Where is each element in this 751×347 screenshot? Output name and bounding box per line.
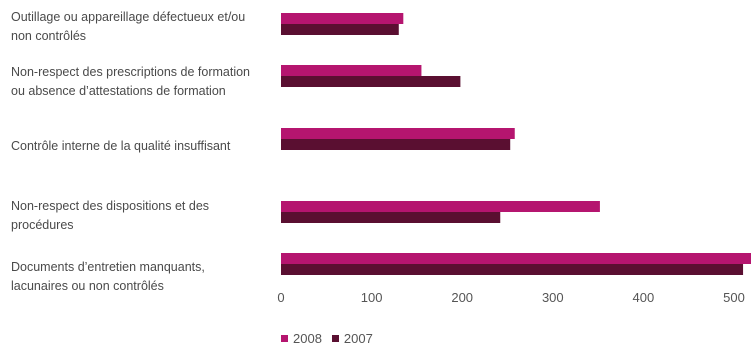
category-label: Non-respect des prescriptions de formati… [11, 65, 251, 98]
x-tick-label: 300 [542, 290, 564, 305]
x-tick-label: 100 [361, 290, 383, 305]
bar-2007-3 [281, 139, 511, 150]
category-label: Non-respect des dispositions et des proc… [11, 199, 210, 232]
legend-swatch-2007 [331, 335, 339, 342]
bar-2008-1 [281, 13, 404, 24]
legend-item-2008: 2008 [281, 331, 322, 346]
category-label: Contrôle interne de la qualité insuffisa… [11, 139, 231, 153]
legend: 2008 2007 [281, 331, 383, 346]
bar-2008-4 [281, 201, 600, 212]
legend-label-2007: 2007 [343, 331, 373, 346]
bars-group [281, 13, 751, 275]
x-tick-labels: 0 100 200 300 400 500 [277, 290, 744, 305]
x-tick-label: 0 [277, 290, 284, 305]
category-label: Outillage ou appareillage défectueux et/… [11, 10, 246, 43]
category-label: Documents d’entretien manquants, lacunai… [11, 260, 205, 293]
bar-2007-5 [281, 264, 744, 275]
bar-2007-1 [281, 24, 399, 35]
legend-item-2007: 2007 [331, 331, 373, 346]
legend-swatch-2008 [281, 335, 288, 342]
x-tick-label: 200 [451, 290, 473, 305]
bar-2007-2 [281, 76, 461, 87]
bar-2008-5 [281, 253, 751, 264]
bar-2007-4 [281, 212, 501, 223]
x-tick-label: 400 [633, 290, 655, 305]
legend-label-2008: 2008 [293, 331, 322, 346]
x-tick-label: 500 [723, 290, 745, 305]
bar-2008-3 [281, 128, 515, 139]
bar-2008-2 [281, 65, 422, 76]
